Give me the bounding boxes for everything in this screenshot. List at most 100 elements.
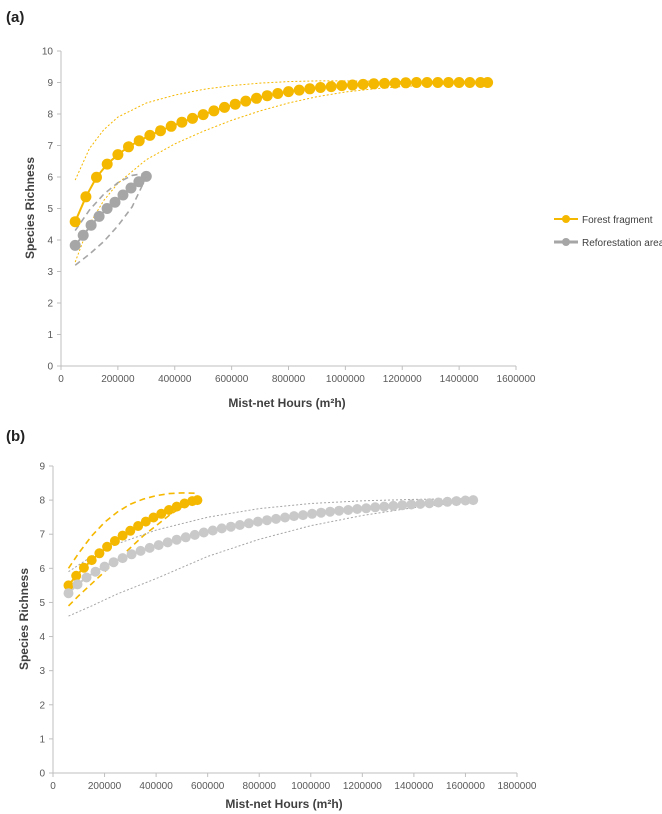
series-points-b bbox=[63, 495, 479, 599]
data-point bbox=[262, 515, 272, 526]
data-point bbox=[156, 508, 167, 519]
data-point bbox=[117, 553, 128, 564]
data-point bbox=[101, 158, 113, 170]
series-points-a bbox=[69, 77, 494, 251]
data-point bbox=[361, 503, 372, 514]
x-tick-label: 800000 bbox=[272, 374, 306, 385]
x-axis-title-a: Mist-net Hours (m²h) bbox=[228, 396, 345, 410]
data-point bbox=[117, 530, 128, 541]
x-tick-label: 400000 bbox=[158, 374, 192, 385]
data-point bbox=[397, 500, 408, 511]
data-point bbox=[225, 521, 236, 532]
data-point bbox=[91, 171, 102, 183]
data-point bbox=[179, 498, 190, 509]
data-point bbox=[347, 79, 358, 91]
data-point bbox=[93, 210, 105, 222]
data-point bbox=[140, 170, 152, 182]
data-point bbox=[252, 516, 263, 527]
data-point bbox=[451, 496, 462, 507]
data-point bbox=[171, 501, 182, 512]
data-point bbox=[251, 92, 262, 104]
y-tick-label: 1 bbox=[39, 734, 45, 745]
data-point bbox=[421, 77, 433, 88]
data-point bbox=[343, 505, 354, 515]
data-point bbox=[81, 572, 92, 583]
data-point bbox=[460, 495, 471, 506]
x-tick-labels-a: 0 200000 400000 600000 800000 1000000 1200000 1… bbox=[58, 374, 536, 385]
data-point bbox=[109, 196, 121, 208]
chart-panel-a: (a) 0 200000 400000 600000 800000 1000000 1200… bbox=[6, 9, 662, 410]
data-point bbox=[133, 135, 145, 147]
data-point bbox=[108, 557, 119, 568]
x-tick-label: 1000000 bbox=[291, 781, 330, 792]
data-point bbox=[162, 537, 173, 548]
data-point bbox=[316, 507, 327, 518]
y-tick-label: 3 bbox=[39, 666, 45, 677]
data-point bbox=[72, 579, 83, 590]
series-line bbox=[74, 81, 488, 223]
data-point bbox=[443, 77, 454, 88]
data-point bbox=[197, 109, 209, 121]
x-tick-label: 1400000 bbox=[394, 781, 433, 792]
data-point bbox=[123, 141, 134, 153]
data-point bbox=[125, 525, 136, 536]
y-tick-label: 9 bbox=[39, 462, 45, 473]
confidence-bound bbox=[67, 492, 198, 569]
data-point bbox=[482, 77, 494, 88]
data-point bbox=[133, 521, 144, 531]
data-point bbox=[433, 497, 444, 508]
x-tick-label: 0 bbox=[58, 374, 64, 385]
legend-marker-forest bbox=[562, 215, 570, 223]
y-tick-label: 0 bbox=[39, 769, 45, 780]
y-tick-label: 7 bbox=[39, 530, 45, 541]
data-point bbox=[315, 82, 326, 93]
data-point bbox=[164, 505, 174, 515]
y-tick-label: 9 bbox=[47, 78, 53, 89]
data-point bbox=[464, 77, 476, 88]
data-point bbox=[78, 562, 89, 573]
data-point bbox=[69, 239, 81, 251]
data-point bbox=[71, 570, 82, 581]
axes-b bbox=[49, 465, 518, 777]
data-point bbox=[219, 101, 230, 113]
panel-label-a: (a) bbox=[6, 9, 24, 26]
data-point bbox=[102, 541, 113, 552]
y-tick-label: 8 bbox=[47, 110, 53, 121]
data-point bbox=[271, 513, 281, 524]
y-tick-label: 3 bbox=[47, 267, 53, 278]
x-tick-label: 600000 bbox=[191, 781, 225, 792]
data-point bbox=[334, 505, 345, 516]
data-point bbox=[243, 518, 254, 529]
chart-panel-b: (b) 0 200000 400000 600000 800000 1000000 1200… bbox=[6, 428, 537, 811]
data-point bbox=[125, 182, 137, 194]
x-tick-label: 200000 bbox=[101, 374, 135, 385]
data-point bbox=[406, 499, 417, 510]
data-point bbox=[298, 510, 308, 521]
confidence-bound bbox=[67, 499, 198, 607]
x-tick-label: 1400000 bbox=[440, 374, 479, 385]
x-tick-labels-b: 0 200000 400000 600000 800000 1000000 1200000 1… bbox=[50, 781, 537, 792]
data-point bbox=[86, 555, 97, 566]
x-tick-label: 1600000 bbox=[446, 781, 485, 792]
data-point bbox=[357, 78, 369, 90]
legend: Forest fragment Reforestation area bbox=[554, 215, 662, 249]
data-point bbox=[208, 105, 220, 117]
x-tick-label: 600000 bbox=[215, 374, 249, 385]
y-tick-label: 4 bbox=[39, 632, 45, 643]
data-point bbox=[165, 120, 177, 132]
data-point bbox=[261, 90, 273, 102]
data-point bbox=[289, 511, 299, 522]
y-axis-title-a: Species Richness bbox=[23, 157, 37, 259]
y-tick-label: 7 bbox=[47, 141, 53, 152]
data-point bbox=[304, 83, 316, 95]
data-point bbox=[189, 529, 200, 540]
y-tick-label: 4 bbox=[47, 236, 53, 247]
data-point bbox=[370, 502, 381, 513]
data-point bbox=[229, 98, 241, 110]
data-point bbox=[415, 498, 426, 509]
data-point bbox=[400, 77, 412, 89]
y-tick-label: 6 bbox=[39, 564, 45, 575]
series-line bbox=[67, 499, 474, 594]
y-tick-label: 5 bbox=[47, 204, 53, 215]
